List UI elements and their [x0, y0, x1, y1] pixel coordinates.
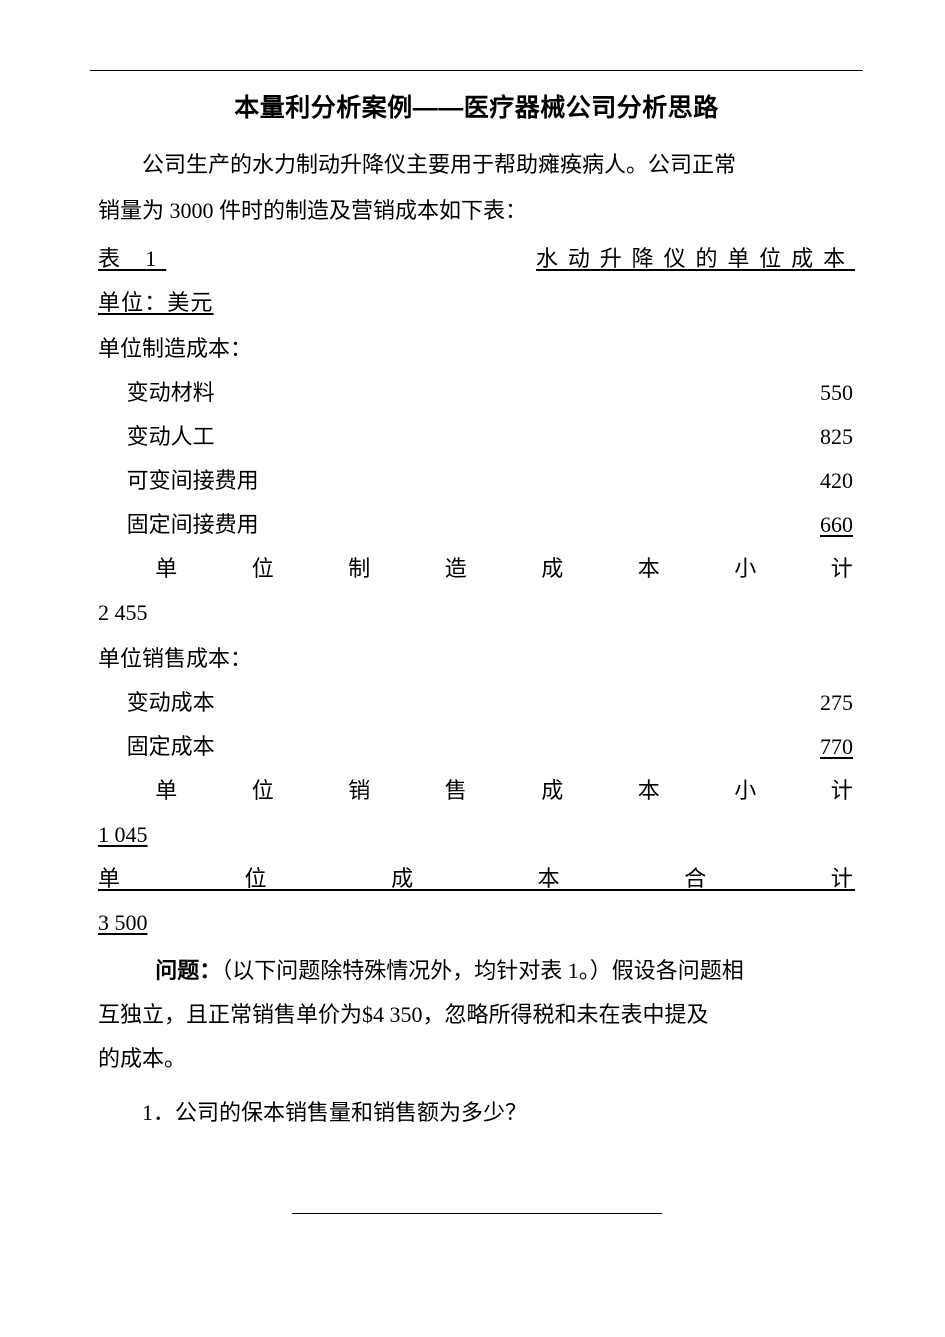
- mfg-subtotal-label: 单位制造成本小计: [98, 547, 855, 591]
- intro-line-2: 销量为 3000 件时的制造及营销成本如下表：: [98, 189, 855, 233]
- footer-rule: [292, 1213, 662, 1214]
- row-variable-material: 变动材料 550: [98, 371, 855, 415]
- question-paragraph: 问题：（以下问题除特殊情况外，均针对表 1。）假设各问题相: [98, 949, 855, 993]
- mfg-subtotal-value: 2 455: [98, 591, 855, 635]
- row-sell-variable: 变动成本 275: [98, 681, 855, 725]
- table-title: 水动升降仪的单位成本: [536, 237, 855, 281]
- top-rule: [90, 70, 863, 71]
- question-body-1: （以下问题除特殊情况外，均针对表 1。）假设各问题相: [221, 958, 744, 983]
- question-body-2: 互独立，且正常销售单价为$4 350，忽略所得税和未在表中提及: [98, 993, 855, 1037]
- total-cost-value: 3 500: [98, 901, 855, 945]
- label-variable-material: 变动材料: [98, 371, 215, 415]
- sell-subtotal-label: 单位销售成本小计: [98, 769, 855, 813]
- sell-subtotal-value: 1 045: [98, 813, 855, 857]
- label-sell-variable: 变动成本: [98, 681, 215, 725]
- row-variable-overhead: 可变间接费用 420: [98, 459, 855, 503]
- row-variable-labor: 变动人工 825: [98, 415, 855, 459]
- question-body-3: 的成本。: [98, 1037, 855, 1081]
- label-variable-overhead: 可变间接费用: [98, 459, 259, 503]
- question-head: 问题：: [155, 958, 221, 983]
- label-variable-labor: 变动人工: [98, 415, 215, 459]
- row-fixed-overhead: 固定间接费用 660: [98, 503, 855, 547]
- mfg-cost-header: 单位制造成本：: [98, 327, 855, 371]
- value-variable-overhead: 420: [795, 459, 855, 503]
- intro-line-1: 公司生产的水力制动升降仪主要用于帮助瘫痪病人。公司正常: [98, 143, 855, 187]
- value-sell-fixed: 770: [795, 725, 855, 769]
- row-sell-fixed: 固定成本 770: [98, 725, 855, 769]
- question-1: 1．公司的保本销售量和销售额为多少？: [98, 1091, 855, 1135]
- value-fixed-overhead: 660: [795, 503, 855, 547]
- unit-label: 单位：美元: [98, 281, 855, 325]
- value-sell-variable: 275: [795, 681, 855, 725]
- label-sell-fixed: 固定成本: [98, 725, 215, 769]
- table-number: 表 1: [98, 237, 166, 281]
- sell-cost-header: 单位销售成本：: [98, 637, 855, 681]
- value-variable-material: 550: [795, 371, 855, 415]
- total-cost-label: 单位成本合计: [98, 857, 855, 901]
- label-fixed-overhead: 固定间接费用: [98, 503, 259, 547]
- table-caption: 表 1 水动升降仪的单位成本: [98, 237, 855, 281]
- page-title: 本量利分析案例——医疗器械公司分析思路: [98, 83, 855, 133]
- value-variable-labor: 825: [795, 415, 855, 459]
